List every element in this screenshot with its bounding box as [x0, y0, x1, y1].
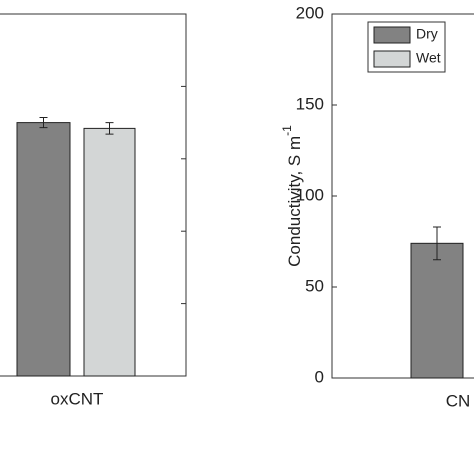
- legend-label: Wet: [416, 50, 441, 66]
- y-tick-label: 0: [315, 367, 324, 386]
- y-axis-label-superscript: -1: [280, 125, 294, 136]
- y-tick-label: 150: [296, 94, 324, 113]
- legend-swatch: [373, 26, 411, 44]
- bar: [410, 242, 464, 379]
- y-tick-label: 100: [296, 185, 324, 204]
- bar: [83, 127, 136, 377]
- error-bar: [105, 122, 114, 135]
- legend-label: Dry: [416, 26, 438, 42]
- error-bar: [433, 226, 441, 261]
- x-tick-label: CN: [446, 391, 471, 410]
- y-tick-label: 50: [305, 276, 324, 295]
- y-tick-label: 200: [296, 3, 324, 22]
- x-tick-label: oxCNT: [51, 389, 104, 408]
- error-bar: [39, 117, 48, 129]
- y-axis-label-text: Conductivity, S m: [285, 136, 304, 267]
- y-axis-label: Conductivity, S m-1: [280, 125, 304, 267]
- legend-swatch: [373, 50, 411, 68]
- bar: [16, 122, 71, 377]
